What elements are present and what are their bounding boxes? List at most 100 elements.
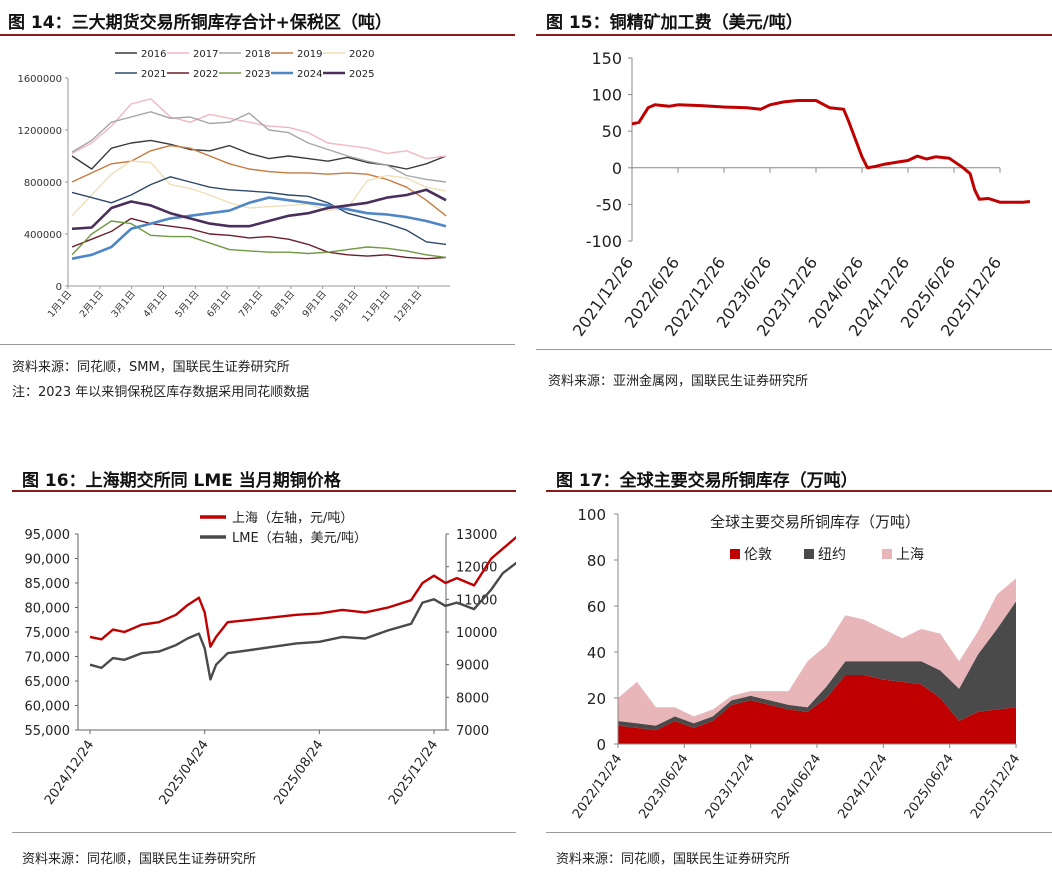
legend-label-纽约: 纽约 — [818, 547, 846, 563]
chart17-title-rule — [546, 490, 1052, 492]
legend-label-2025: 2025 — [349, 69, 374, 80]
chart14-source: 资料来源：同花顺，SMM，国联民生证券研究所 — [12, 360, 290, 375]
chart17-source: 资料来源：同花顺，国联民生证券研究所 — [556, 852, 791, 867]
y-tick-label-left: 95,000 — [25, 528, 71, 543]
chart14-source-rule — [0, 344, 515, 345]
chart14-canvas: 0 400000 800000 1200000 1600000 1月1日 2月1日 3月1日 4… — [17, 49, 450, 325]
chart16-title-rule — [12, 490, 516, 492]
legend-label-right: LME（右轴，美元/吨） — [232, 531, 367, 546]
series-line-2024 — [71, 196, 447, 260]
y-tick-label: 1600000 — [17, 74, 62, 85]
series-line-tc — [631, 99, 1031, 204]
x-tick-label: 8月1日 — [269, 289, 297, 320]
series-line-left — [89, 535, 516, 648]
y-tick-label-right: 11000 — [456, 593, 497, 608]
series-line-right — [89, 561, 516, 681]
chart15-canvas: -100-500501001502021/12/262022/6/262022/… — [569, 49, 1031, 340]
x-tick-label: 2025/08/24 — [271, 738, 326, 808]
chart14-title-rule — [0, 34, 515, 36]
x-tick-label: 7月1日 — [237, 289, 265, 320]
y-tick-label-right: 8000 — [456, 691, 489, 706]
legend-label-2022: 2022 — [193, 69, 218, 80]
y-tick-label: -50 — [596, 195, 622, 214]
x-tick-label: 2025/12/24 — [386, 738, 441, 808]
chart15-title: 图 15：铜精矿加工费（美元/吨） — [546, 13, 803, 33]
y-tick-label-left: 80,000 — [25, 602, 71, 617]
series-line-2016 — [71, 139, 447, 170]
x-tick-label: 1月1日 — [46, 289, 74, 320]
series-line-2018 — [71, 111, 447, 183]
area-上海 — [618, 578, 1016, 726]
y-tick-label: 0 — [56, 282, 62, 293]
legend-label-2017: 2017 — [193, 49, 218, 60]
y-tick-label-left: 65,000 — [25, 675, 71, 690]
x-tick-label: 2023/12/24 — [703, 752, 758, 822]
legend-label-2019: 2019 — [297, 49, 322, 60]
chart17-source-rule — [546, 832, 1052, 833]
legend-label-2021: 2021 — [141, 69, 166, 80]
legend-swatch-上海 — [882, 549, 892, 559]
y-tick-label-right: 13000 — [456, 528, 497, 543]
y-tick-label: 100 — [577, 506, 606, 524]
y-tick-label-left: 75,000 — [25, 626, 71, 641]
legend-swatch-伦敦 — [730, 549, 740, 559]
legend-label-2020: 2020 — [349, 49, 374, 60]
chart15-source: 资料来源：亚洲金属网，国联民生证券研究所 — [548, 374, 809, 389]
y-tick-label: 40 — [587, 644, 606, 662]
y-tick-label-right: 7000 — [456, 724, 489, 739]
legend-label-2016: 2016 — [141, 49, 166, 60]
x-tick-label: 5月1日 — [173, 289, 201, 320]
x-tick-label: 2025/04/24 — [157, 738, 212, 808]
chart17-canvas: 0 20 40 60 80 100 2022/12/24 2023/06/24 2023/12/… — [570, 506, 1023, 822]
chart16-title: 图 16：上海期交所同 LME 当月期铜价格 — [22, 471, 341, 491]
series-line-2022 — [71, 217, 447, 260]
y-tick-label-right: 9000 — [456, 659, 489, 674]
chart15-title-rule — [536, 34, 1052, 36]
y-tick-label-right: 10000 — [456, 626, 497, 641]
x-tick-label: 2月1日 — [78, 289, 106, 320]
x-tick-label: 10月1日 — [328, 289, 360, 325]
series-line-2025 — [71, 188, 447, 231]
y-tick-label-left: 70,000 — [25, 651, 71, 666]
legend-label-上海: 上海 — [896, 547, 924, 563]
chart15-source-rule — [536, 349, 1052, 350]
y-tick-label: 50 — [602, 122, 622, 141]
y-tick-label: 100 — [591, 86, 622, 105]
legend-label-2024: 2024 — [297, 69, 322, 80]
chart16-canvas: 55,000 60,000 65,000 70,000 75,000 80,000 85,0… — [25, 511, 516, 808]
x-tick-label: 2023/06/24 — [636, 752, 691, 822]
series-line-2020 — [71, 160, 447, 217]
x-tick-label: 2022/12/24 — [570, 752, 625, 822]
y-tick-label: 60 — [587, 598, 606, 616]
x-tick-label: 3月1日 — [110, 289, 138, 320]
chart14-note: 注：2023 年以来铜保税区库存数据采用同花顺数据 — [12, 385, 310, 400]
y-tick-label: -100 — [586, 232, 622, 251]
legend-label-2023: 2023 — [245, 69, 270, 80]
y-tick-label: 0 — [596, 736, 606, 754]
series-line-2023 — [71, 220, 447, 259]
y-tick-label: 1200000 — [17, 126, 62, 137]
y-tick-label: 400000 — [24, 230, 62, 241]
y-tick-label: 150 — [591, 49, 622, 68]
legend-swatch-纽约 — [804, 549, 814, 559]
x-tick-label: 2025/06/24 — [902, 752, 957, 822]
legend-label-2018: 2018 — [245, 49, 270, 60]
x-tick-label: 2021/12/26 — [569, 253, 637, 339]
x-tick-label: 2024/06/24 — [769, 752, 824, 822]
x-tick-label: 4月1日 — [141, 289, 169, 320]
area-伦敦 — [618, 675, 1016, 744]
y-tick-label: 800000 — [24, 178, 62, 189]
y-tick-label-left: 85,000 — [25, 577, 71, 592]
y-tick-label-left: 55,000 — [25, 724, 71, 739]
x-tick-label: 11月1日 — [360, 289, 392, 325]
series-line-2019 — [71, 144, 447, 217]
y-tick-label-right: 12000 — [456, 561, 497, 576]
x-tick-label: 2024/12/24 — [835, 752, 890, 822]
y-tick-label-left: 60,000 — [25, 700, 71, 715]
x-tick-label: 2024/12/24 — [42, 738, 97, 808]
chart16-source: 资料来源：同花顺，国联民生证券研究所 — [22, 852, 257, 867]
chart16-source-rule — [12, 832, 516, 833]
y-tick-label: 20 — [587, 690, 606, 708]
y-tick-label: 0 — [612, 159, 622, 178]
chart17-title: 图 17：全球主要交易所铜库存（万吨） — [556, 471, 858, 491]
